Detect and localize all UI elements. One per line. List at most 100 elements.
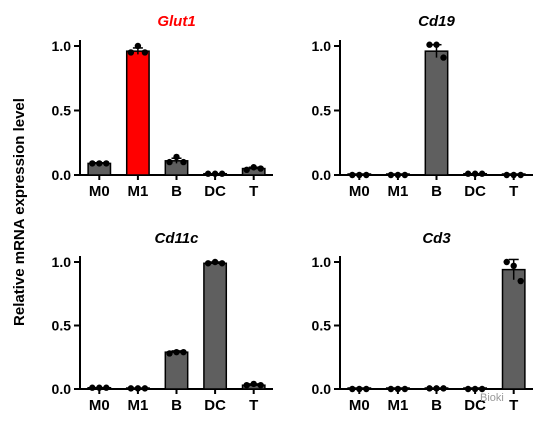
data-point xyxy=(218,260,226,267)
data-point xyxy=(127,385,135,392)
data-point xyxy=(166,158,173,166)
data-point xyxy=(426,41,433,48)
data-point xyxy=(517,171,524,179)
data-point xyxy=(141,49,149,56)
data-point xyxy=(471,170,479,177)
x-tick-label-DC: DC xyxy=(464,397,486,414)
y-tick-label: 0.0 xyxy=(312,167,332,183)
x-tick-label-T: T xyxy=(509,183,518,200)
bar-DC xyxy=(203,262,228,390)
x-tick-label-B: B xyxy=(431,183,442,200)
data-point xyxy=(426,385,433,392)
bar-T xyxy=(501,268,526,390)
y-tick-label: 1.0 xyxy=(52,254,72,270)
x-tick-label-M0: M0 xyxy=(349,397,370,414)
data-point xyxy=(173,153,180,161)
data-point xyxy=(464,385,472,393)
x-tick-label-T: T xyxy=(509,397,518,414)
data-point xyxy=(103,384,110,391)
chart-title: Glut1 xyxy=(157,13,195,30)
x-tick-label-M1: M1 xyxy=(387,397,408,414)
data-point xyxy=(401,385,409,393)
y-tick-label: 0.5 xyxy=(52,103,72,119)
chart-title: Cd11c xyxy=(155,230,200,247)
x-tick-label-DC: DC xyxy=(204,183,226,200)
y-tick-label: 1.0 xyxy=(312,38,332,54)
data-point xyxy=(387,385,395,393)
x-tick-label-M0: M0 xyxy=(89,183,110,200)
panel-1: Glut1 0.0 0.5 1.0 M0 M1 B DC T xyxy=(52,13,273,200)
data-point xyxy=(134,42,142,50)
x-tick-label-M0: M0 xyxy=(349,183,370,200)
y-tick-label: 1.0 xyxy=(52,38,72,54)
data-point xyxy=(464,170,472,177)
data-point xyxy=(173,348,180,356)
data-point xyxy=(96,384,103,391)
bar-B xyxy=(164,351,189,390)
x-tick-label-DC: DC xyxy=(204,397,226,414)
data-point xyxy=(103,160,110,167)
y-tick-label: 0.5 xyxy=(312,318,332,334)
x-tick-label-B: B xyxy=(171,183,182,200)
data-point xyxy=(211,170,219,177)
data-point xyxy=(127,49,135,56)
data-point xyxy=(134,385,142,392)
data-point xyxy=(204,260,212,267)
panels: Glut1 0.0 0.5 1.0 M0 M1 B DC T Cd19 0.0 0.5 1.0 M0 M1 B… xyxy=(52,13,533,414)
data-point xyxy=(349,171,356,179)
data-point xyxy=(96,160,103,167)
y-tick-label: 0.5 xyxy=(52,318,72,334)
y-tick-label: 0.0 xyxy=(52,381,72,397)
x-tick-label-M0: M0 xyxy=(89,397,110,414)
x-tick-label-DC: DC xyxy=(464,183,486,200)
x-tick-label-M1: M1 xyxy=(127,183,148,200)
x-tick-label-T: T xyxy=(249,183,258,200)
data-point xyxy=(89,384,96,391)
data-point xyxy=(250,380,257,388)
data-point xyxy=(257,165,264,172)
data-point xyxy=(387,171,395,179)
data-point xyxy=(257,381,264,389)
data-point xyxy=(517,277,524,285)
x-tick-label-B: B xyxy=(431,397,442,414)
y-tick-label: 0.5 xyxy=(312,103,332,119)
y-axis-label: Relative mRNA expression level xyxy=(11,98,28,326)
data-point xyxy=(89,160,96,167)
data-point xyxy=(141,385,149,392)
data-point xyxy=(218,170,226,177)
panel-3: Cd11c 0.0 0.5 1.0 M0 M1 B DC T xyxy=(52,230,273,414)
x-tick-label-M1: M1 xyxy=(387,183,408,200)
y-tick-label: 0.0 xyxy=(312,381,332,397)
data-point xyxy=(243,381,250,389)
x-tick-label-M1: M1 xyxy=(127,397,148,414)
bar-M1 xyxy=(125,50,150,176)
data-point xyxy=(349,385,356,393)
data-point xyxy=(363,385,370,393)
data-point xyxy=(211,258,219,266)
x-tick-label-B: B xyxy=(171,397,182,414)
data-point xyxy=(204,170,212,177)
data-point xyxy=(433,41,440,48)
data-point xyxy=(440,54,447,61)
data-point xyxy=(433,385,440,392)
data-point xyxy=(363,171,370,179)
data-point xyxy=(503,258,510,266)
watermark: Bioki xyxy=(480,392,504,404)
data-point xyxy=(510,262,517,270)
data-point xyxy=(503,171,510,179)
bar-B xyxy=(424,50,449,176)
data-point xyxy=(243,166,250,174)
data-point xyxy=(166,350,173,357)
chart-title: Cd3 xyxy=(422,230,451,247)
data-point xyxy=(478,385,486,393)
chart-title: Cd19 xyxy=(418,13,455,30)
y-tick-label: 0.0 xyxy=(52,167,72,183)
data-point xyxy=(250,164,257,171)
data-point xyxy=(180,348,187,356)
panel-4: Cd3 0.0 0.5 1.0 M0 M1 B DC T xyxy=(312,230,533,414)
y-tick-label: 1.0 xyxy=(312,254,332,270)
x-tick-label-T: T xyxy=(249,397,258,414)
data-point xyxy=(401,171,409,179)
data-point xyxy=(478,170,486,177)
